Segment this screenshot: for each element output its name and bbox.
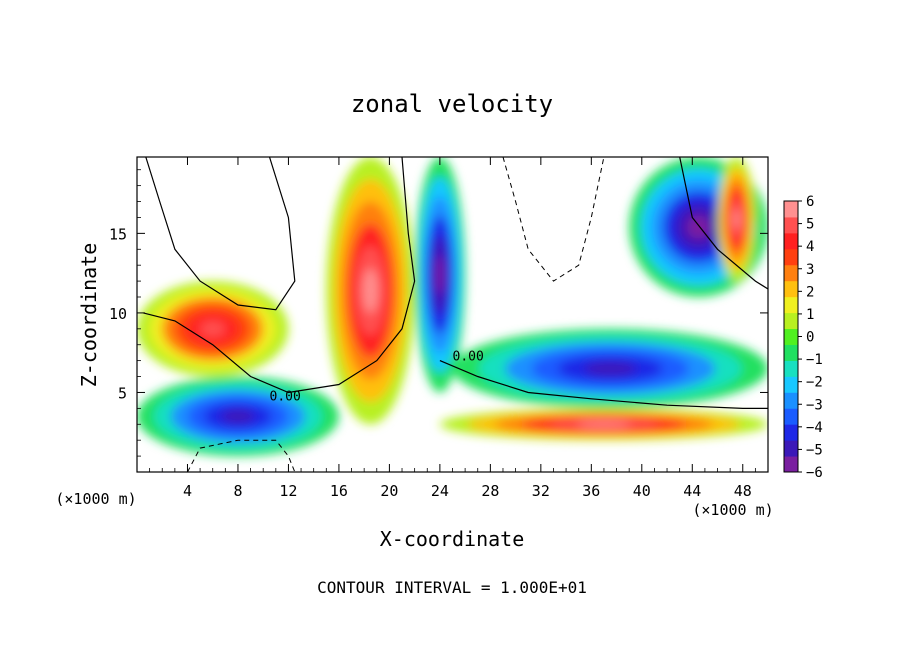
field-band [363,268,378,313]
colorbar-label: 4 [806,239,814,255]
colorbar-swatch [784,232,798,250]
x-tick-label: 4 [183,482,192,500]
colorbar-label: −2 [806,375,823,391]
y-axis-label: Z-coordinate [77,243,101,388]
field-band [200,320,226,337]
x-tick-label: 12 [279,482,297,500]
colorbar-swatch [784,456,798,473]
zero-contour [143,157,416,394]
field-band [576,421,632,427]
colorbar-label: 2 [806,284,814,300]
colorbar-swatch [784,296,798,314]
field-band [221,409,255,423]
x-tick-label: 48 [734,482,752,500]
colorbar-label: −4 [806,420,823,436]
colorbar-label: −1 [806,352,823,368]
x-tick-label: 36 [582,482,600,500]
y-tick-label: 5 [118,384,127,402]
y-tick-label: 15 [109,225,127,243]
colorbar-label: 1 [806,307,814,323]
colorbar-swatch [784,440,798,457]
colorbar-swatch [784,376,798,393]
colorbar-swatch [784,328,798,345]
chart-title: zonal velocity [351,90,553,118]
colorbar-swatch [784,312,798,330]
colorbar-swatch [784,360,798,377]
zero-contour [679,157,768,290]
x-tick-label: 24 [431,482,449,500]
y-tick-label: 10 [109,305,127,323]
field-band [435,255,445,295]
x-unit-left: (×1000 m) [55,490,136,508]
x-tick-label: 20 [380,482,398,500]
field-band [733,208,740,230]
zero-contour [439,360,768,409]
colorbar-swatch [784,264,798,282]
colorbar-swatch [784,408,798,425]
colorbar-swatch [784,344,798,361]
field-band [583,361,637,376]
velocity-field [137,157,768,457]
contour-label: 0.00 [270,389,301,404]
colorbar-label: 0 [806,330,814,346]
colorbar-label: 6 [806,194,814,210]
colorbar-label: −5 [806,442,823,458]
colorbar-swatch [784,201,798,218]
contour-interval-note: CONTOUR INTERVAL = 1.000E+01 [317,578,587,597]
x-axis: 4 8 12 16 20 24 28 32 36 40 44 48 [149,157,756,500]
x-unit-right: (×1000 m) [692,501,773,519]
colorbar-swatch [784,392,798,409]
negative-contour [187,439,296,472]
colorbar-label: −3 [806,397,823,413]
colorbar-swatch [784,216,798,234]
zero-contour [145,157,296,311]
colorbar-swatch [784,424,798,441]
x-axis-label: X-coordinate [380,527,525,551]
colorbar-label: 5 [806,217,814,233]
x-tick-label: 44 [683,482,701,500]
negative-contour [502,157,605,282]
colorbar: 6 5 4 3 2 1 0 −1 −2 −3 −4 −5 −6 [783,194,823,481]
contour-label: 0.00 [453,350,484,365]
colorbar-label: −6 [806,465,823,481]
x-tick-label: 40 [633,482,651,500]
colorbar-swatch [784,248,798,266]
x-tick-label: 32 [532,482,550,500]
contour-lines: 0.00 0.00 [143,157,768,472]
x-tick-label: 16 [330,482,348,500]
colorbar-label: 3 [806,262,814,278]
x-tick-label: 28 [481,482,499,500]
colorbar-swatch [784,280,798,298]
x-tick-label: 8 [233,482,242,500]
y-axis: 5 10 15 [109,169,768,457]
